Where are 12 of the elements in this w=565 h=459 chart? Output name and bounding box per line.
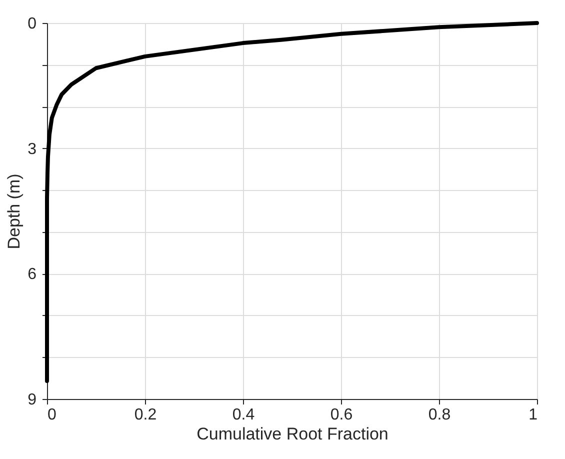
- x-tick-label: 0.8: [428, 406, 451, 424]
- x-tick-label: 0.4: [232, 406, 255, 424]
- y-tick-label: 0: [28, 16, 37, 32]
- y-axis-title: Depth (m): [4, 174, 24, 250]
- x-tick-label: 0: [48, 406, 56, 424]
- x-tick-label: 0.2: [134, 406, 157, 424]
- x-tick-label: 0.6: [330, 406, 353, 424]
- y-tick-label: 9: [28, 392, 37, 408]
- x-tick-label: 1: [528, 406, 538, 424]
- x-axis-title: Cumulative Root Fraction: [196, 424, 388, 444]
- y-tick-label: 3: [28, 140, 37, 158]
- y-tick-label: 6: [28, 266, 37, 284]
